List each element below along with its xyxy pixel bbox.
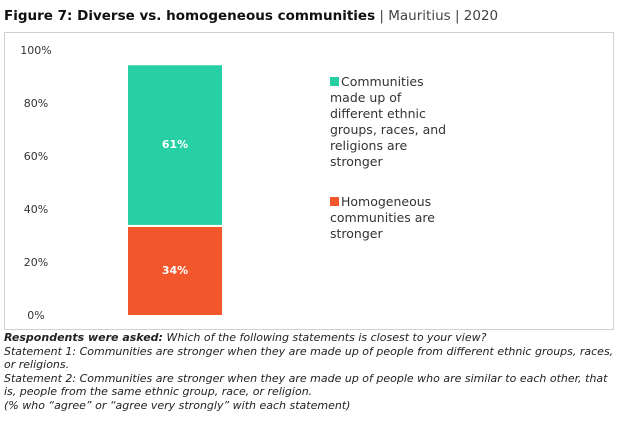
chart-subtitle: | Mauritius | 2020 xyxy=(379,8,499,24)
note-line: (% who “agree” or “agree very strongly” … xyxy=(4,398,351,412)
note-line: Statement 2: Communities are stronger wh… xyxy=(4,371,608,399)
legend-swatch xyxy=(330,197,339,206)
y-tick-label: 60% xyxy=(24,150,48,163)
bar-segment xyxy=(126,63,224,227)
y-tick-label: 80% xyxy=(24,97,48,110)
title-block: Figure 7: Diverse vs. homogeneous commun… xyxy=(4,8,498,24)
note-line: Statement 1: Communities are stronger wh… xyxy=(4,344,614,372)
legend-swatch xyxy=(330,77,339,86)
y-tick-label: 100% xyxy=(20,44,51,57)
legend-label: Homogeneous communities are stronger xyxy=(330,194,435,241)
y-tick-label: 40% xyxy=(24,203,48,216)
note: Respondents were asked: Which of the fol… xyxy=(4,331,616,412)
data-label: 34% xyxy=(162,264,188,277)
chart-frame xyxy=(4,32,614,330)
data-label: 61% xyxy=(162,138,188,151)
note-question: Which of the following statements is clo… xyxy=(166,331,487,344)
y-tick-label: 0% xyxy=(27,309,44,322)
note-lead: Respondents were asked: xyxy=(4,331,163,344)
legend-item: Homogeneous communities are stronger xyxy=(330,194,452,242)
chart-title: Figure 7: Diverse vs. homogeneous commun… xyxy=(4,8,376,24)
bar-segment xyxy=(126,224,224,317)
note-question-line: Respondents were asked: Which of the fol… xyxy=(4,331,616,345)
y-tick-label: 20% xyxy=(24,256,48,269)
legend-item: Communities made up of different ethnic … xyxy=(330,74,452,170)
legend-label: Communities made up of different ethnic … xyxy=(330,74,447,169)
